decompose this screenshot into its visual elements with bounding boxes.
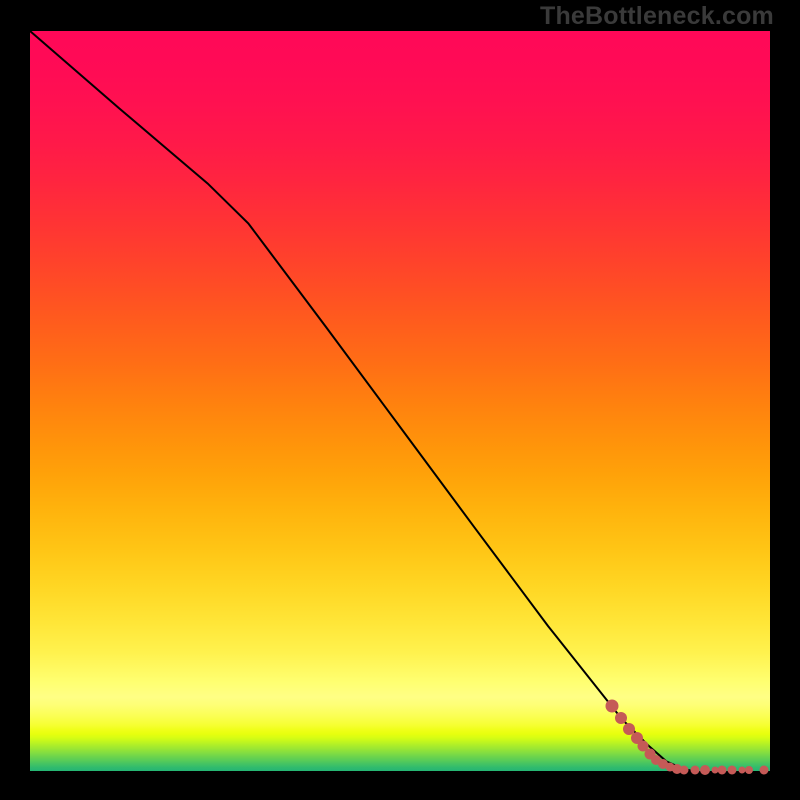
bottleneck-curve [30, 31, 692, 771]
scatter-point [605, 699, 618, 712]
chart-overlay [0, 0, 800, 800]
scatter-point [680, 766, 689, 775]
watermark-text: TheBottleneck.com [540, 2, 774, 31]
scatter-point [691, 766, 700, 775]
scatter-point [728, 765, 737, 774]
scatter-point [760, 766, 769, 775]
scatter-point [615, 712, 627, 724]
chart-root: TheBottleneck.com [0, 0, 800, 800]
scatter-point [745, 766, 753, 774]
scatter-point [700, 765, 710, 775]
scatter-point [717, 765, 726, 774]
